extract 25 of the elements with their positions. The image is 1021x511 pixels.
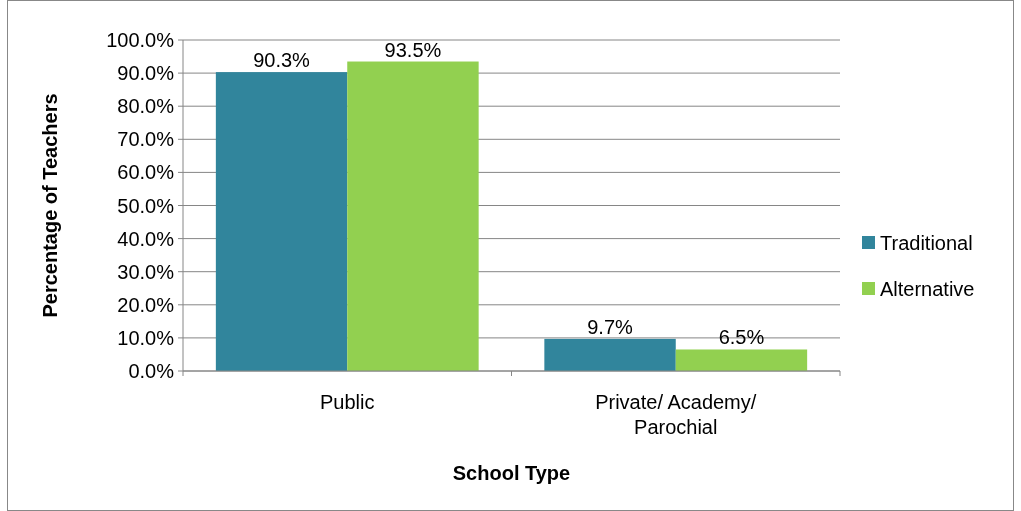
legend-label: Traditional [880,232,973,254]
bar [544,338,676,371]
y-tick-label: 70.0% [117,128,175,151]
bar [675,349,808,371]
data-label: 9.7% [587,315,634,338]
legend-label: Alternative [880,278,975,300]
y-tick-label: 80.0% [117,95,175,118]
y-tick-label: 20.0% [117,293,175,316]
data-label: 6.5% [718,326,765,349]
y-axis-title: Percentage of Teachers [39,93,61,318]
y-tick-label: 100.0% [106,29,175,51]
x-axis-title: School Type [452,462,571,484]
bar [347,61,479,371]
y-tick-label: 30.0% [117,260,175,283]
x-tick-label: Public [320,391,375,413]
y-tick-label: 90.0% [117,62,175,85]
y-tick-label: 40.0% [117,227,175,250]
y-tick-label: 10.0% [117,326,175,349]
y-tick-label: 60.0% [117,161,175,184]
x-tick-label: Private/ Academy/ Parochial [595,391,757,438]
bar [215,72,348,371]
y-tick-label: 50.0% [117,194,175,217]
data-label: 90.3% [253,49,311,72]
y-tick-label: 0.0% [128,360,175,382]
data-label: 93.5% [384,38,442,61]
